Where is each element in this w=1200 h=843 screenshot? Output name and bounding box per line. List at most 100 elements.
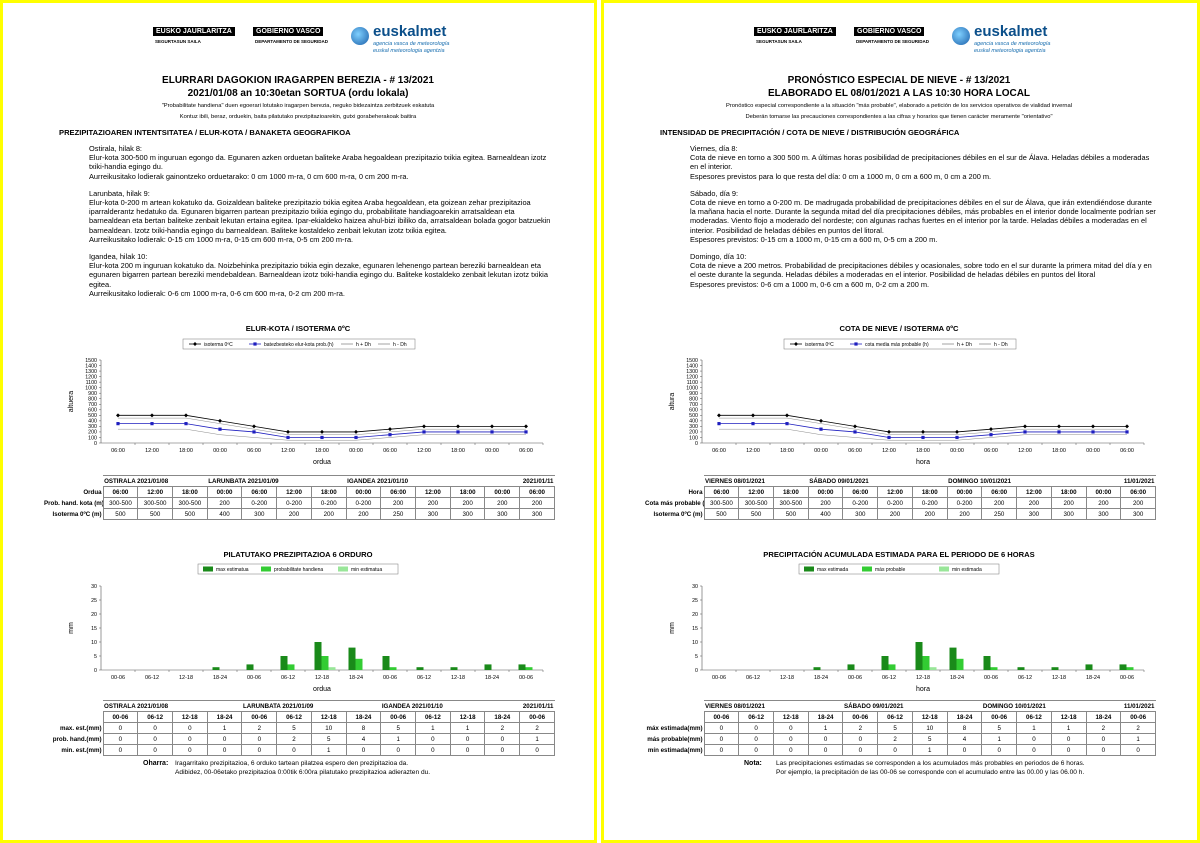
marker — [388, 427, 392, 432]
note-line: Adibidez, 00-06etako prezipitazioa 0:00t… — [175, 769, 431, 776]
cell: 200 — [484, 497, 521, 509]
row-label: Prob. hand. kota (m) — [44, 499, 104, 507]
cell: 200 — [345, 508, 382, 520]
legend-box — [197, 563, 399, 575]
x-tick-label: 18:00 — [315, 448, 329, 454]
marker — [1057, 430, 1061, 434]
marker — [252, 430, 256, 434]
bar — [321, 656, 329, 670]
day-header: VIERNES 08/01/2021 — [704, 700, 843, 712]
cell: 0-200 — [310, 497, 347, 509]
legend-swatch — [338, 566, 348, 572]
forecast-text: Viernes, día 8: Cota de nieve en torno a … — [690, 144, 1158, 297]
y-tick-label: 300 — [689, 424, 698, 430]
y-axis-label: mm — [68, 622, 75, 634]
bar — [389, 667, 397, 670]
cell: 300 — [415, 508, 451, 520]
y-tick-label: 25 — [692, 598, 698, 604]
x-tick-label: 18:00 — [780, 448, 794, 454]
day-header: OSTIRALA 2021/01/08 — [103, 475, 208, 487]
cell: 0 — [772, 744, 809, 756]
day-block: Ostirala, hilak 8: Elur-kota 300-500 m in… — [89, 144, 557, 181]
day-block: Domingo, día 10: Cota de nieve a 200 metr… — [690, 252, 1158, 289]
table-row: max. est.(mm) 0 0 0 1 2 5 10 8 5 1 1 2 2 — [43, 722, 555, 734]
x-tick-label: 06:00 — [848, 448, 862, 454]
day-text: Elur-kota 0-200 m artean kokatuko da. Go… — [89, 198, 551, 235]
cell: 0 — [137, 744, 173, 756]
cell: 0 — [703, 722, 740, 734]
marker — [388, 433, 392, 437]
marker — [717, 422, 721, 426]
cell: 300-500 — [772, 497, 809, 509]
row-label: Isoterma 0ºC (m) — [653, 510, 703, 518]
marker — [354, 435, 358, 440]
chart-title: COTA DE NIEVE / ISOTERMA 0ºC — [840, 324, 959, 333]
dept-eu: SEGURTASUN SAILA — [155, 39, 201, 44]
marker — [1091, 430, 1095, 434]
x-tick-label: 06-12 — [417, 675, 431, 681]
x-tick-label: 06:00 — [519, 448, 533, 454]
cell: 0 — [1120, 744, 1156, 756]
cell: 0-200 — [241, 497, 278, 509]
day-text: Elur-kota 300-500 m inguruan egongo da. … — [89, 153, 547, 172]
series-line — [118, 428, 526, 441]
cell: 5 — [981, 722, 1018, 734]
legend-label: isoterma 0ºC — [204, 342, 233, 348]
cell: 06:00 — [842, 486, 879, 498]
y-tick-label: 400 — [689, 419, 698, 425]
x-tick-label: 12-18 — [780, 675, 794, 681]
cell: 200 — [449, 497, 486, 509]
day-thickness: Aurreikusitako lodierak: 0-6 cm 1000 m-r… — [89, 288, 345, 298]
cell: 00-06 — [519, 711, 555, 723]
day-header: LARUNBATA 2021/01/09 — [241, 700, 381, 712]
x-tick-label: 18:00 — [1052, 448, 1066, 454]
y-tick-label: 25 — [91, 598, 97, 604]
y-axis-label: altuera — [68, 391, 75, 413]
cell: 0 — [171, 744, 208, 756]
cell: 0 — [171, 722, 208, 734]
marker — [286, 435, 290, 440]
brand-icon — [351, 27, 369, 45]
cell: 300 — [1085, 508, 1122, 520]
table-row: Hora 06:00 12:00 18:00 00:00 06:00 12:00 18:00 0… — [644, 486, 1156, 498]
y-tick-label: 0 — [94, 441, 97, 447]
cell: 12:00 — [276, 486, 312, 498]
y-tick-label: 1100 — [86, 380, 97, 386]
chart-title: ELUR-KOTA / ISOTERMA 0ºC — [246, 324, 351, 333]
bar — [246, 664, 254, 670]
marker — [218, 418, 222, 423]
dept-eu: SEGURTASUN SAILA — [756, 39, 802, 44]
cell: 200 — [981, 497, 1018, 509]
row-label: Isoterma 0ºC (m) — [52, 510, 102, 518]
x-tick-label: 06-12 — [746, 675, 760, 681]
cell: 0 — [772, 722, 809, 734]
bar — [847, 664, 855, 670]
legend-swatch — [862, 566, 872, 572]
marker — [193, 342, 197, 346]
x-tick-label: 06:00 — [712, 448, 726, 454]
chart-title: PILATUTAKO PREZIPITAZIOA 6 ORDURO — [223, 550, 372, 559]
day-header: VIERNES 08/01/2021 — [704, 475, 809, 487]
cell: 200 — [877, 508, 913, 520]
cell: 0 — [738, 722, 774, 734]
x-tick-label: 00-06 — [519, 675, 533, 681]
cell: 0-200 — [842, 497, 879, 509]
legend-swatch — [939, 566, 949, 572]
cell: 400 — [807, 508, 844, 520]
y-tick-label: 900 — [689, 391, 698, 397]
day-header: SÁBADO 09/01/2021 — [842, 700, 982, 712]
cell: 0 — [484, 733, 521, 745]
y-tick-label: 700 — [88, 402, 97, 408]
y-tick-label: 400 — [88, 419, 97, 425]
y-tick-label: 900 — [88, 391, 97, 397]
cell: 06:00 — [1120, 486, 1156, 498]
legend-label: probabilitate handiena — [274, 567, 323, 573]
marker — [490, 430, 494, 434]
marker — [717, 413, 721, 418]
day-header: OSTIRALA 2021/01/08 — [103, 700, 242, 712]
x-tick-label: 18:00 — [916, 448, 930, 454]
y-tick-label: 1400 — [85, 363, 97, 369]
cell: 200 — [1085, 497, 1122, 509]
y-tick-label: 600 — [689, 408, 698, 414]
marker — [116, 413, 120, 418]
